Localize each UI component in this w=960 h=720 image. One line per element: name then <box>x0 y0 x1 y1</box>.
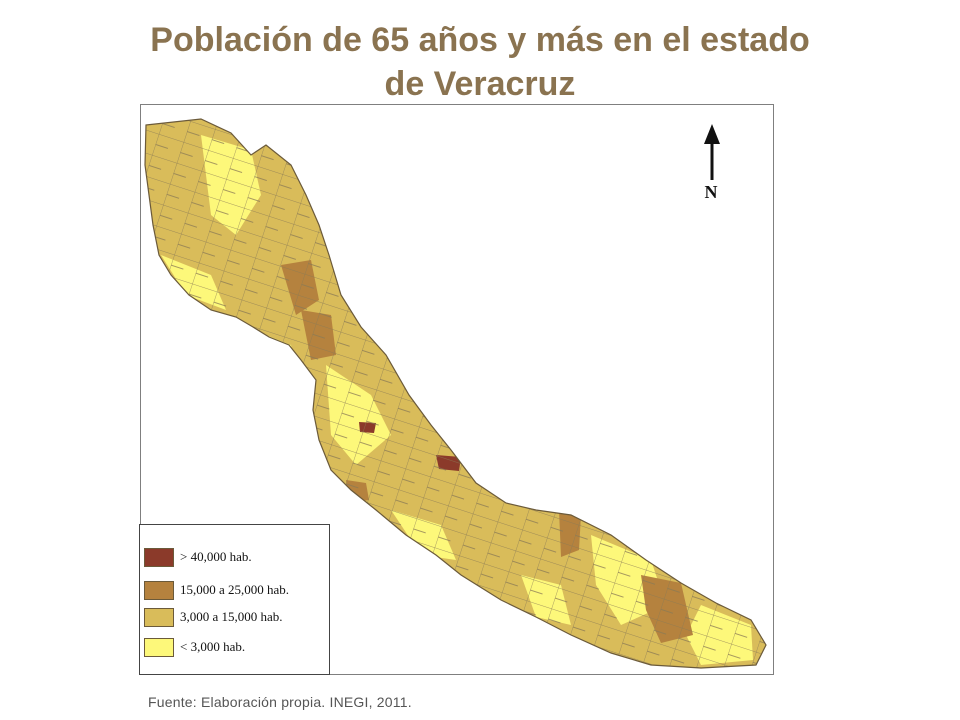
legend-label: > 40,000 hab. <box>180 549 252 564</box>
legend-swatch-3000-15000 <box>144 607 174 627</box>
legend-item: < 3,000 hab. <box>144 637 245 657</box>
legend-label: 3,000 a 15,000 hab. <box>180 609 283 624</box>
legend-swatch-15000-25000 <box>144 580 174 600</box>
legend-item: > 40,000 hab. <box>144 547 252 567</box>
legend-label: < 3,000 hab. <box>180 639 246 654</box>
legend-label: 15,000 a 25,000 hab. <box>180 582 290 597</box>
north-arrow-icon <box>704 124 720 180</box>
north-label: N <box>704 182 718 202</box>
map-title-line-1: Población de 65 años y más en el estado <box>150 21 810 59</box>
map-title-line-2: de Veracruz <box>384 65 576 103</box>
map-frame <box>140 104 774 675</box>
legend-item: 3,000 a 15,000 hab. <box>144 607 283 627</box>
map-title: Población de 65 años y más en el estado … <box>80 18 880 106</box>
source-note: Fuente: Elaboración propia. INEGI, 2011. <box>148 694 412 710</box>
map-legend: > 40,000 hab. 15,000 a 25,000 hab. 3,000… <box>139 524 330 675</box>
legend-swatch-over-40000 <box>144 547 174 567</box>
legend-swatch-under-3000 <box>144 637 174 657</box>
legend-item: 15,000 a 25,000 hab. <box>144 580 289 600</box>
